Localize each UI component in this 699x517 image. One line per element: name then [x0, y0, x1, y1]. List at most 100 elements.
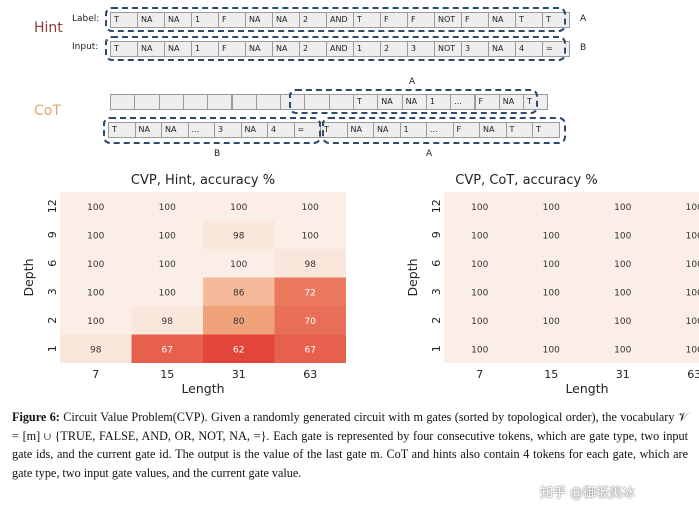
y-tick-label: 9 — [46, 231, 59, 238]
heatmap-cell — [60, 249, 132, 278]
cell-value-label: 100 — [471, 260, 488, 270]
cell-value-label: 100 — [686, 231, 699, 241]
heatmap-cell — [444, 220, 516, 249]
cot-heatmap: 1296321100100100100100100100100100100100… — [405, 192, 699, 396]
heatmap-cell — [131, 220, 203, 249]
heatmap-cell — [60, 192, 132, 221]
cell-value-label: 100 — [159, 203, 176, 213]
cell-value-label: 100 — [159, 231, 176, 241]
cell-value-label: 62 — [233, 345, 244, 355]
heatmap-cell — [658, 277, 699, 306]
cot-top-token — [158, 94, 184, 110]
cot-top-token — [207, 94, 233, 110]
input-token: AND — [326, 41, 354, 57]
cell-value-label: 100 — [686, 203, 699, 213]
heatmap-cell — [444, 306, 516, 335]
cot-top-token — [231, 94, 257, 110]
heatmap-cell — [658, 334, 699, 363]
cot-bottom-left-box — [103, 117, 321, 144]
heatmap-cell — [515, 249, 587, 278]
heatmap-cell — [60, 220, 132, 249]
heatmap-cell — [203, 306, 275, 335]
heatmap-cell — [203, 277, 275, 306]
input-token: NA — [272, 41, 300, 57]
label-row-box — [105, 7, 566, 32]
x-tick-label: 31 — [616, 368, 630, 381]
heatmap-cell — [587, 220, 659, 249]
figure-caption: Figure 6: Circuit Value Problem(CVP). Gi… — [12, 408, 688, 482]
heatmap-cell — [515, 306, 587, 335]
heatmap-cell — [203, 192, 275, 221]
x-tick-label: 7 — [476, 368, 483, 381]
hint-heatmap-title: CVP, Hint, accuracy % — [130, 173, 276, 188]
watermark: 知乎 @御坂美冰 — [540, 486, 636, 501]
x-tick-label: 63 — [687, 368, 699, 381]
cell-value-label: 100 — [614, 231, 631, 241]
y-axis-title: Depth — [21, 258, 36, 296]
input-token: T — [110, 41, 138, 57]
heatmap-cell — [274, 192, 346, 221]
y-tick-label: 2 — [430, 317, 443, 324]
cell-value-label: 100 — [614, 203, 631, 213]
y-tick-label: 9 — [430, 231, 443, 238]
cot-bottom-right-letter: A — [426, 149, 433, 159]
x-axis-title: Length — [565, 381, 608, 396]
x-tick-label: 7 — [92, 368, 99, 381]
heatmap-cell — [444, 192, 516, 221]
heatmap-cell — [515, 192, 587, 221]
heatmap-cell — [444, 277, 516, 306]
cot-bottom-token: NA — [240, 122, 268, 138]
cell-value-label: 100 — [230, 203, 247, 213]
cell-value-label: 100 — [686, 288, 699, 298]
heatmap-cell — [131, 334, 203, 363]
cell-value-label: 100 — [87, 317, 104, 327]
input-row-label: Input: — [72, 42, 99, 52]
cell-value-label: 100 — [543, 317, 560, 327]
heatmap-cell — [274, 220, 346, 249]
cot-top-token — [110, 94, 136, 110]
heatmap-cell — [131, 277, 203, 306]
label-row-label: Label: — [72, 14, 100, 24]
cell-value-label: 100 — [230, 260, 247, 270]
heatmap-cell — [587, 334, 659, 363]
cell-value-label: 100 — [543, 288, 560, 298]
y-tick-label: 12 — [46, 199, 59, 213]
heatmap-cell — [274, 249, 346, 278]
heatmap-cell — [658, 192, 699, 221]
y-tick-label: 6 — [46, 260, 59, 267]
cell-value-label: 86 — [233, 288, 245, 298]
cell-value-label: 100 — [87, 203, 104, 213]
cell-value-label: 100 — [471, 203, 488, 213]
hint-title: Hint — [34, 20, 63, 36]
y-tick-label: 3 — [46, 288, 59, 295]
heatmap-cell — [60, 334, 132, 363]
cot-top-box — [289, 89, 538, 114]
cell-value-label: 72 — [305, 288, 316, 298]
heatmap-cell — [203, 220, 275, 249]
heatmap-cell — [658, 220, 699, 249]
cell-value-label: 100 — [614, 345, 631, 355]
cell-value-label: 100 — [159, 288, 176, 298]
cot-top-token — [255, 94, 282, 110]
figure-caption-text: Circuit Value Problem(CVP). Given a rand… — [12, 410, 689, 480]
cell-value-label: 100 — [87, 260, 104, 270]
label-token: NA — [272, 12, 300, 28]
cot-heatmap-title: CVP, CoT, accuracy % — [455, 173, 598, 188]
cot-top-token — [134, 94, 160, 110]
input-token: = — [542, 41, 570, 57]
input-row-box — [105, 36, 566, 61]
heatmap-cell — [587, 192, 659, 221]
x-tick-label: 15 — [544, 368, 558, 381]
cot-bottom-token: T — [532, 122, 560, 138]
heatmap-cell — [444, 249, 516, 278]
label-token: 1 — [191, 12, 219, 28]
heatmap-cell — [587, 277, 659, 306]
heatmap-cell — [444, 334, 516, 363]
label-token: NA — [488, 12, 516, 28]
cell-value-label: 100 — [686, 345, 699, 355]
cell-value-label: 67 — [305, 345, 316, 355]
cell-value-label: 100 — [543, 231, 560, 241]
heatmap-cell — [658, 306, 699, 335]
input-token: 2 — [299, 41, 327, 57]
heatmap-cell — [203, 249, 275, 278]
